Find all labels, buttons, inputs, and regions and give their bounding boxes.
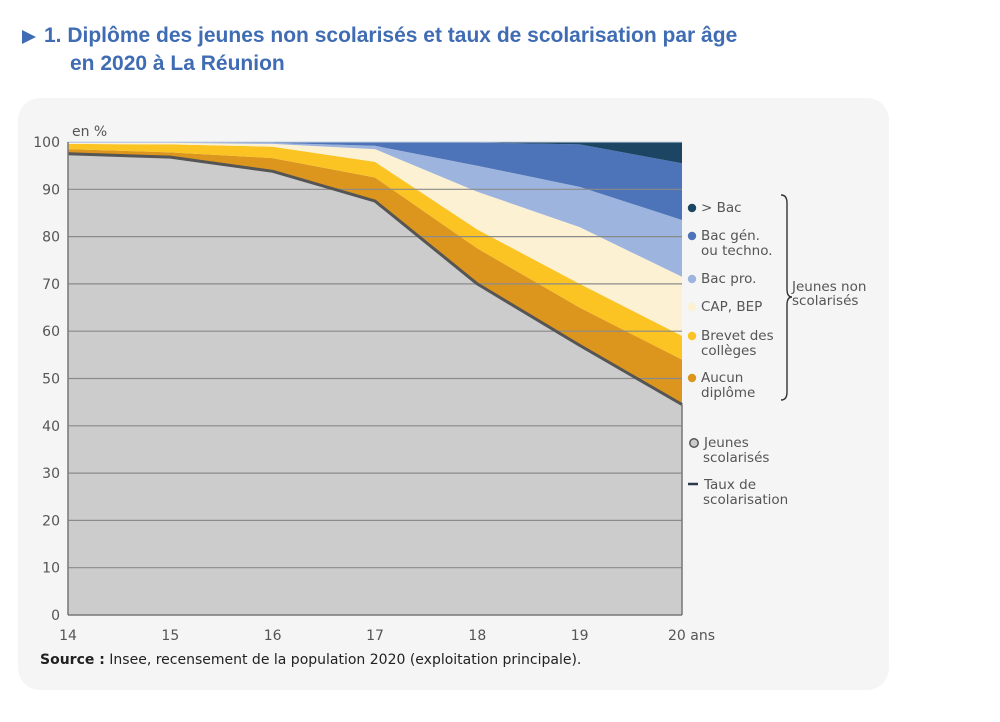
source-text: Insee, recensement de la population 2020… bbox=[104, 652, 582, 668]
legend-dot-icon bbox=[687, 231, 697, 241]
x-tick-label-19: 19 bbox=[571, 628, 589, 644]
y-tick-label-90: 90 bbox=[42, 182, 60, 198]
legend-dot-icon bbox=[687, 331, 697, 341]
legend-label-line2: ou techno. bbox=[701, 243, 773, 259]
triangle-bullet-icon bbox=[22, 30, 36, 44]
area-bac bbox=[68, 142, 682, 164]
x-tick-label-14: 14 bbox=[59, 628, 77, 644]
legend-dot-icon bbox=[687, 274, 697, 284]
x-tick-label-20: 20 ans bbox=[668, 628, 715, 644]
legend-label: Bac pro. bbox=[701, 271, 756, 287]
rate-line bbox=[67, 152, 683, 406]
legend-brace bbox=[780, 194, 793, 401]
y-tick-label-70: 70 bbox=[42, 277, 60, 293]
y-tick-label-20: 20 bbox=[42, 513, 60, 529]
legend-label: Bac gén. bbox=[701, 228, 760, 244]
legend-dot-icon bbox=[687, 302, 697, 312]
legend-label: Aucun bbox=[701, 370, 743, 386]
area-jeunes-scolaris-s bbox=[68, 153, 682, 616]
axes: 0 10 20 30 40 50 60 70 80 90 100 en % 14 15 16 17 18 19 20… bbox=[33, 124, 715, 644]
legend-label-line2: scolarisés bbox=[703, 450, 769, 466]
y-tick-label-50: 50 bbox=[42, 372, 60, 388]
legend-item-bac: > Bac bbox=[687, 200, 742, 216]
title-line-2: en 2020 à La Réunion bbox=[70, 52, 285, 75]
legend-label-line2: diplôme bbox=[701, 385, 755, 401]
y-tick-label-60: 60 bbox=[42, 324, 60, 340]
y-tick-label-10: 10 bbox=[42, 561, 60, 577]
line-taux-de-scolarisation bbox=[67, 152, 683, 406]
legend-label: Jeunes bbox=[703, 435, 749, 451]
legend-label-line2: collèges bbox=[701, 343, 756, 359]
x-tick-label-18: 18 bbox=[468, 628, 486, 644]
y-tick-label-30: 30 bbox=[42, 466, 60, 482]
x-tick-label-17: 17 bbox=[366, 628, 384, 644]
gridlines bbox=[68, 141, 682, 569]
legend-label: CAP, BEP bbox=[701, 299, 762, 315]
legend-item-bac-pro: Bac pro. bbox=[687, 271, 756, 287]
y-tick-label-100: 100 bbox=[33, 135, 60, 151]
legend-dot-icon bbox=[687, 373, 697, 383]
legend-label: > Bac bbox=[701, 200, 742, 216]
legend-label-line2: scolarisation bbox=[703, 492, 788, 508]
legend-item-bac-g-n: Bac gén.ou techno. bbox=[687, 228, 773, 259]
area-cap-bep bbox=[68, 142, 682, 336]
area-bac-pro bbox=[68, 142, 682, 277]
x-tick-label-15: 15 bbox=[161, 628, 179, 644]
x-tick-label-16: 16 bbox=[264, 628, 282, 644]
area-bac-g-n-ou-techno bbox=[68, 142, 682, 220]
legend: > Bac Bac gén.ou techno. Bac pro. CAP, BEP B… bbox=[687, 194, 866, 508]
y-tick-label-40: 40 bbox=[42, 419, 60, 435]
legend-label: Brevet des bbox=[701, 328, 774, 344]
legend-label: Taux de bbox=[703, 477, 756, 493]
y-tick-label-0: 0 bbox=[51, 608, 60, 624]
source-note: Source : Insee, recensement de la popula… bbox=[40, 652, 581, 668]
y-tick-label-80: 80 bbox=[42, 230, 60, 246]
title-line-1: 1. Diplôme des jeunes non scolarisés et … bbox=[44, 24, 738, 47]
legend-item-cap-bep: CAP, BEP bbox=[687, 299, 762, 315]
source-label: Source : bbox=[40, 652, 105, 668]
legend-dot-icon bbox=[687, 203, 697, 213]
legend-group-label-line2: scolarisés bbox=[792, 293, 858, 309]
y-axis-unit-label: en % bbox=[72, 124, 107, 140]
legend-group-label: Jeunes non bbox=[791, 279, 866, 295]
legend-dot-outline-icon bbox=[689, 438, 699, 448]
